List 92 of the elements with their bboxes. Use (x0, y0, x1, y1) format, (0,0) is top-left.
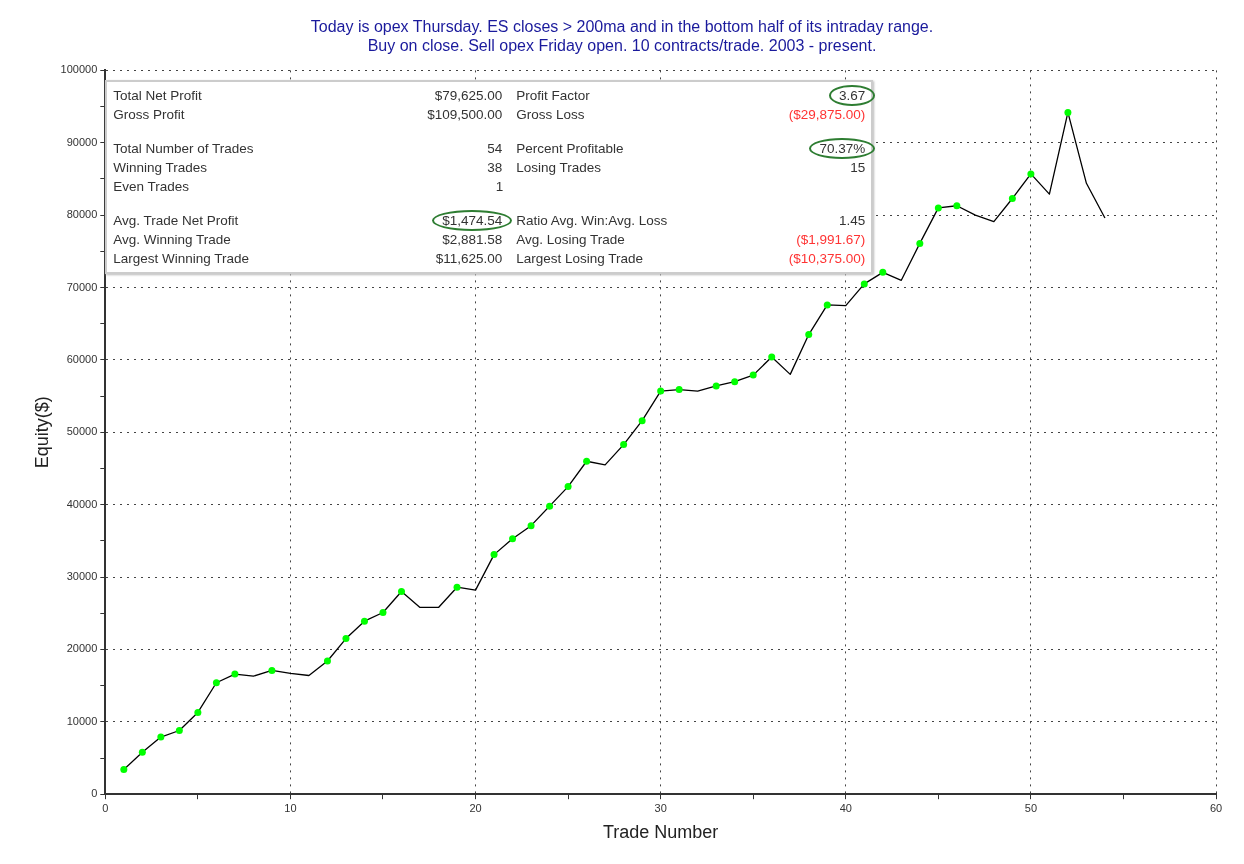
annotation: ($10,375.00) (788, 251, 866, 267)
point (1027, 170, 1035, 178)
point (934, 204, 942, 212)
y-tick-label: 50000 (66, 425, 98, 438)
annotation: Avg. Trade Net Profit (113, 213, 239, 229)
annotation: Winning Trades (113, 160, 208, 176)
y-tick-label: 90000 (66, 135, 98, 148)
x-axis-title: Trade Number (602, 822, 719, 843)
annotation: Losing Trades (516, 160, 602, 176)
oval-outline: $1,474.54 (432, 210, 513, 232)
annotation: Avg. Losing Trade (516, 232, 625, 248)
point (157, 733, 165, 741)
point (768, 353, 776, 361)
y-tick-label: 10000 (66, 714, 98, 727)
point (490, 551, 498, 559)
annotation: Even Trades (113, 179, 190, 195)
point (731, 378, 739, 386)
point (620, 441, 628, 449)
point (675, 386, 683, 394)
annotation: 38 (487, 160, 503, 176)
annotation: ($1,991.67) (796, 232, 866, 248)
point (749, 371, 757, 379)
point (583, 457, 591, 465)
annotation: ($29,875.00) (788, 107, 866, 123)
y-tick-label: 0 (91, 787, 98, 800)
annotation: Profit Factor (516, 88, 590, 104)
point (509, 535, 517, 543)
point (397, 588, 405, 596)
x-tick-label: 30 (654, 801, 667, 814)
annotation: Largest Winning Trade (113, 251, 250, 267)
point (212, 679, 220, 687)
point (379, 609, 387, 617)
annotation: Ratio Avg. Win:Avg. Loss (516, 213, 668, 229)
point (527, 522, 535, 530)
annotation: Total Net Profit (113, 88, 202, 104)
annotation: Gross Loss (516, 107, 585, 123)
point (231, 670, 239, 678)
y-axis-title: Equity($) (31, 396, 52, 469)
oval-outline: 3.67 (829, 85, 876, 107)
x-tick-label: 10 (284, 801, 297, 814)
point (1008, 195, 1016, 203)
annotation: $2,881.58 (442, 232, 503, 248)
annotation: 15 (850, 160, 866, 176)
y-tick-label: 30000 (66, 570, 98, 583)
point (546, 502, 554, 510)
x-tick-label: 50 (1024, 801, 1038, 814)
point (916, 239, 924, 247)
x-tick-label: 40 (839, 801, 852, 814)
annotation: Gross Profit (113, 107, 185, 123)
point (194, 708, 202, 716)
point (175, 727, 183, 735)
point (879, 268, 887, 276)
y-tick-label: 70000 (66, 280, 98, 293)
annotation: Total Number of Trades (113, 141, 254, 157)
point (453, 583, 461, 591)
y-tick-label: 40000 (66, 497, 98, 510)
chart-title: Today is opex Thursday. ES closes > 200ma and in the bottom half of its intraday range. Buy on close. Sell opex Friday open. 10 contracts/trade. 2003 - present. (310, 18, 934, 55)
point (323, 657, 331, 665)
annotation: $79,625.00 (434, 88, 503, 104)
annotation: $109,500.00 (427, 107, 503, 123)
y-tick-label: 100000 (60, 63, 98, 76)
point (342, 635, 350, 643)
x-tick-label: 0 (102, 801, 109, 814)
annotation: Avg. Winning Trade (113, 232, 231, 248)
x-tick-label: 20 (469, 801, 482, 814)
x-tick-label: 60 (1209, 801, 1223, 814)
y-tick-label: 80000 (66, 208, 98, 221)
annotation: 54 (487, 141, 503, 157)
point (1064, 108, 1072, 116)
point (268, 666, 276, 674)
oval-outline: 70.37% (809, 138, 876, 160)
point (564, 483, 572, 491)
annotation: Largest Losing Trade (516, 251, 644, 267)
y-tick-label: 20000 (66, 642, 98, 655)
annotation: $11,625.00 (435, 251, 503, 267)
annotation: $1,474.54 (442, 213, 503, 229)
point (138, 748, 146, 756)
point (860, 280, 868, 288)
point (657, 387, 665, 395)
point (805, 331, 813, 339)
point (638, 417, 646, 425)
annotation: 3.67 (839, 88, 866, 104)
point (953, 202, 961, 210)
point (120, 766, 128, 774)
annotation: 1 (495, 179, 504, 195)
point (823, 301, 831, 309)
point (712, 382, 720, 390)
annotation: 1.45 (839, 213, 866, 229)
point (360, 617, 368, 625)
annotation: 70.37% (819, 141, 866, 157)
y-tick-label: 60000 (66, 352, 98, 365)
annotation: Percent Profitable (516, 141, 624, 157)
